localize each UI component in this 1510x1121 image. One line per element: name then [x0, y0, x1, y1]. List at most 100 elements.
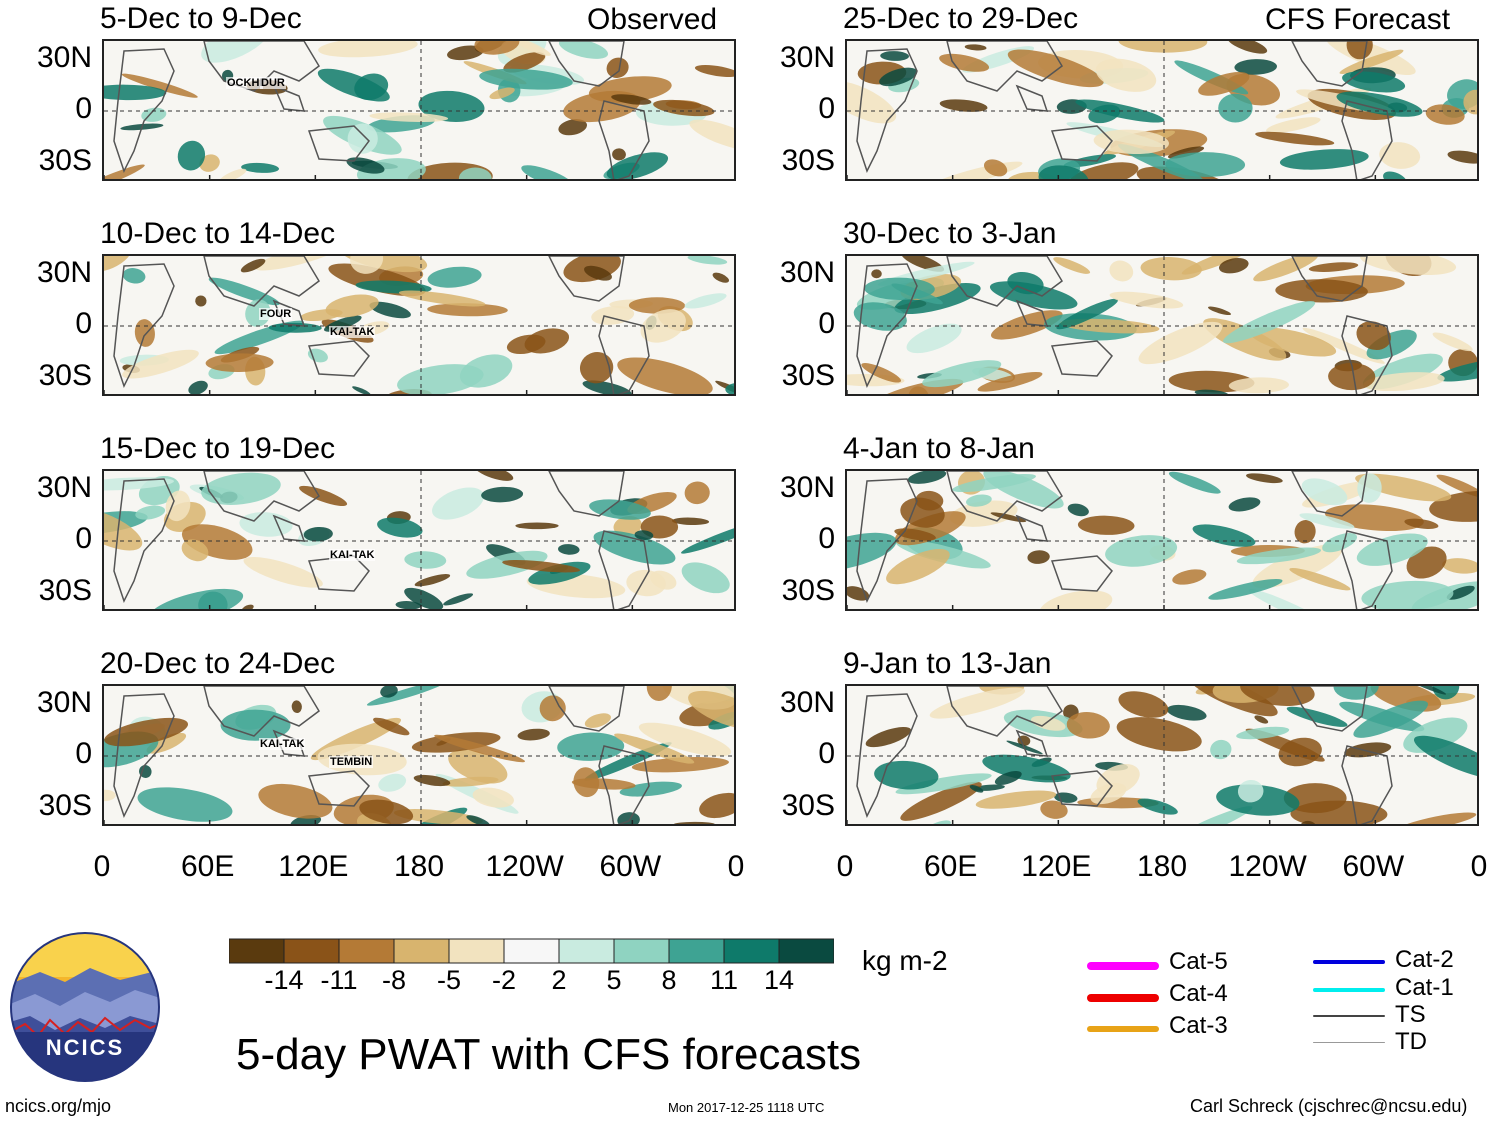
- footer-link[interactable]: ncics.org/mjo: [5, 1096, 112, 1116]
- anomaly-contour: [939, 99, 988, 112]
- observed-label: Observed: [587, 3, 718, 36]
- anomaly-contour: [506, 334, 546, 355]
- anomaly-contour: [104, 509, 143, 551]
- anomaly-contour: [404, 587, 444, 609]
- lat-label: 30N: [779, 471, 835, 504]
- lat-label: 30N: [36, 256, 92, 289]
- anomaly-contour: [1223, 300, 1316, 344]
- anomaly-contour: [220, 709, 291, 741]
- lat-label: 0: [75, 522, 92, 555]
- colorbar-tick-label: -8: [381, 965, 406, 995]
- anomaly-contour: [1361, 580, 1454, 609]
- anomaly-contour: [1039, 590, 1113, 609]
- anomaly-contour: [188, 380, 208, 394]
- coastline: [307, 555, 370, 592]
- anomaly-contour: [346, 157, 385, 174]
- anomaly-contour: [395, 601, 422, 609]
- coastline: [548, 686, 625, 732]
- colorbar-tick-label: 5: [606, 965, 622, 995]
- storm-label: KAI-TAK: [329, 326, 376, 338]
- anomaly-contour: [1109, 260, 1134, 282]
- lat-label: 30N: [36, 471, 92, 504]
- lat-label: 0: [75, 92, 92, 125]
- anomaly-contour: [688, 690, 734, 730]
- anomaly-contour: [1379, 142, 1421, 169]
- anomaly-contour: [355, 280, 432, 294]
- anomaly-contour: [1140, 257, 1202, 281]
- lon-label: 60W: [1342, 850, 1405, 883]
- anomaly-contour: [458, 167, 492, 179]
- coastline: [307, 125, 370, 162]
- anomaly-contour: [1254, 715, 1269, 724]
- anomaly-contour: [377, 517, 423, 538]
- anomaly-contour: [1425, 104, 1465, 125]
- lat-label: 30N: [36, 686, 92, 719]
- storm-label: KAI-TAK: [259, 738, 306, 750]
- coastline: [1291, 686, 1368, 732]
- lat-label: 0: [818, 92, 835, 125]
- coastline: [946, 471, 1063, 522]
- anomaly-contour: [1210, 739, 1232, 760]
- coastline: [203, 686, 320, 737]
- panel-title: 15-Dec to 19-Dec: [100, 432, 336, 465]
- lat-label: 0: [818, 737, 835, 770]
- anomaly-contour: [922, 360, 1002, 388]
- panel-title: 5-Dec to 9-Dec: [100, 2, 302, 35]
- units-label: kg m-2: [862, 945, 948, 976]
- anomaly-contour: [137, 787, 233, 822]
- anomaly-contour: [243, 556, 323, 588]
- anomaly-contour: [612, 148, 626, 161]
- lat-label: 30S: [781, 574, 835, 607]
- lon-label: 120E: [1021, 850, 1092, 883]
- pwat-map: OCKHI DUR: [102, 39, 736, 181]
- pwat-map: [845, 254, 1479, 396]
- anomaly-contour: [317, 68, 390, 102]
- colorbar-tick-label: 8: [661, 965, 677, 995]
- lat-label: 30S: [38, 574, 92, 607]
- anomaly-contour: [404, 551, 447, 569]
- anomaly-contour: [1407, 686, 1447, 695]
- anomaly-contour: [994, 770, 1022, 786]
- anomaly-contour: [1253, 256, 1318, 282]
- legend-label: TD: [1395, 1028, 1427, 1055]
- anomaly-contour: [557, 732, 625, 761]
- anomaly-contour: [1240, 686, 1315, 707]
- coastline: [548, 471, 625, 517]
- anomaly-contour: [373, 717, 410, 736]
- anomaly-contour: [611, 94, 652, 105]
- coastline: [1050, 555, 1113, 592]
- anomaly-contour: [414, 574, 451, 587]
- anomaly-contour: [1437, 357, 1477, 382]
- anomaly-contour: [1237, 779, 1264, 803]
- colorbar-tick-label: -5: [436, 965, 461, 995]
- anomaly-contour: [1283, 783, 1347, 814]
- anomaly-contour: [146, 732, 187, 754]
- logo-text: NCICS: [46, 1035, 124, 1060]
- anomaly-contour: [1279, 149, 1369, 170]
- anomaly-contour: [1275, 279, 1368, 303]
- anomaly-contour: [1166, 704, 1207, 721]
- pwat-map: KAI-TAK: [102, 469, 736, 611]
- anomaly-contour: [653, 99, 715, 117]
- pwat-map: [845, 469, 1479, 611]
- lon-label: 60W: [599, 850, 662, 883]
- lat-label: 30N: [36, 41, 92, 74]
- anomaly-contour: [983, 471, 1064, 509]
- panel-title: 30-Dec to 3-Jan: [843, 217, 1057, 250]
- anomaly-contour: [871, 269, 882, 279]
- colorbar-tick-label: -14: [264, 965, 304, 995]
- anomaly-contour: [1093, 129, 1169, 155]
- anomaly-contour: [640, 309, 686, 343]
- lat-label: 0: [818, 307, 835, 340]
- legend-swatch: [1313, 988, 1385, 992]
- anomaly-contour: [1432, 332, 1473, 352]
- anomaly-contour: [989, 281, 1078, 310]
- lat-label: 0: [75, 737, 92, 770]
- anomaly-contour: [1096, 763, 1140, 796]
- anomaly-contour: [515, 522, 559, 530]
- anomaly-contour: [139, 765, 152, 778]
- anomaly-contour: [908, 386, 930, 394]
- anomaly-contour: [964, 44, 987, 51]
- coastline: [113, 478, 175, 603]
- anomaly-contour: [1038, 165, 1089, 179]
